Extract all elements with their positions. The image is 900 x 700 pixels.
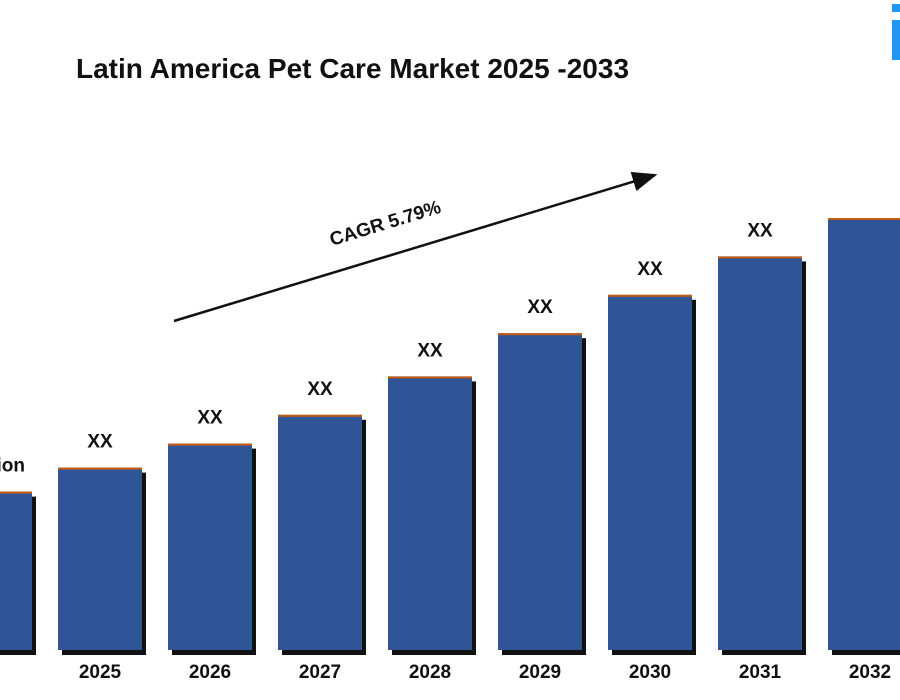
x-tick-label: 2028	[409, 662, 451, 683]
bar-top-edge	[0, 491, 32, 494]
data-label: XX	[637, 259, 663, 280]
bar-top-edge	[498, 333, 582, 336]
x-tick-label: 2032	[849, 662, 891, 683]
bar-2028	[388, 376, 472, 650]
data-label: XX	[307, 379, 333, 400]
data-label: XX	[87, 432, 113, 453]
bar-top-edge	[168, 443, 252, 446]
bar-top-edge	[608, 294, 692, 297]
bar-2027	[278, 414, 362, 650]
x-tick-label: 2029	[519, 662, 561, 683]
bar-2024	[0, 491, 32, 650]
bar-2026	[168, 443, 252, 650]
bar-2032	[828, 218, 900, 650]
x-tick-label: 2027	[299, 662, 341, 683]
data-label: Billion	[0, 456, 25, 477]
data-label: XX	[197, 408, 223, 429]
x-tick-label: 2030	[629, 662, 671, 683]
bar-top-edge	[388, 376, 472, 379]
bar-2029	[498, 333, 582, 650]
cagr-trend-arrow	[173, 171, 658, 323]
bar-top-edge	[278, 414, 362, 417]
x-tick-label: 2026	[189, 662, 231, 683]
bars-group: Billion4XX2025XX2026XX2027XX2028XX2029XX…	[0, 218, 900, 683]
logo-fragment	[892, 4, 900, 60]
bar-2031	[718, 256, 802, 650]
data-label: XX	[417, 340, 443, 361]
bar-top-edge	[58, 467, 142, 470]
cagr-annotation: CAGR 5.79%	[327, 197, 443, 251]
x-tick-label: 2031	[739, 662, 782, 683]
data-label: XX	[527, 297, 553, 318]
data-label: XX	[747, 220, 773, 241]
bar-2025	[58, 467, 142, 650]
x-tick-label: 2025	[79, 662, 122, 683]
bar-2030	[608, 294, 692, 650]
bar-top-edge	[718, 256, 802, 259]
bar-top-edge	[828, 218, 900, 220]
chart-title: Latin America Pet Care Market 2025 -2033	[76, 53, 629, 84]
